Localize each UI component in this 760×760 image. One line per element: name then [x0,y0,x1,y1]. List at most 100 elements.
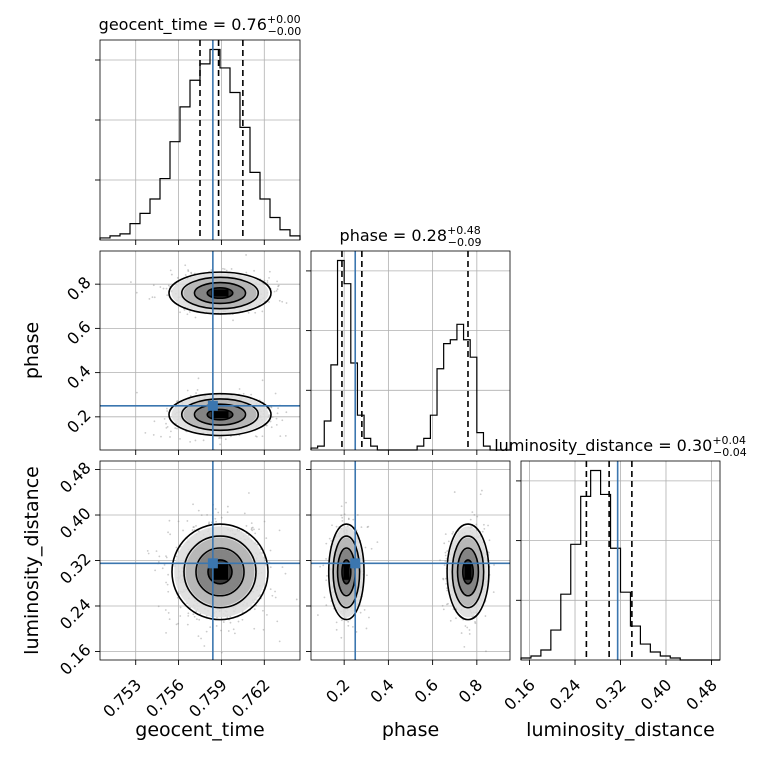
density-luminosity-distance-vs-phase-point [444,577,447,580]
density-luminosity-distance-vs-geocent-time-point [250,527,253,529]
density-luminosity-distance-vs-geocent-time-point [276,620,279,623]
density-phase-vs-geocent-time-point [153,296,156,299]
density-luminosity-distance-vs-geocent-time-point [197,509,200,512]
density-phase-vs-geocent-time-point [176,400,179,402]
density-phase-vs-geocent-time-point [222,267,224,270]
density-phase-vs-geocent-time-point [220,437,223,439]
density-luminosity-distance-vs-geocent-time-point [187,612,190,615]
density-luminosity-distance-vs-geocent-time-point [265,537,268,540]
density-luminosity-distance-vs-phase-point [344,617,347,620]
density-luminosity-distance-vs-geocent-time-point [215,625,218,627]
density-luminosity-distance-vs-geocent-time-point [157,561,160,563]
density-luminosity-distance-vs-geocent-time-point [248,492,250,494]
density-phase-vs-geocent-time-point [197,377,200,380]
density-luminosity-distance-vs-geocent-time-point [251,526,254,529]
density-luminosity-distance-vs-phase-point [363,609,366,611]
density-luminosity-distance-vs-geocent-time-point [241,618,244,621]
density-phase-vs-geocent-time-point [277,285,280,288]
density-phase-vs-geocent-time-point [202,439,205,442]
density-luminosity-distance-vs-phase-xtick-label-2: 0.6 [411,675,442,706]
density-luminosity-distance-vs-geocent-time-point [233,632,236,635]
density-luminosity-distance-vs-geocent-time-ytick-label-3: 0.40 [56,504,95,543]
density-luminosity-distance-vs-phase-point [451,532,454,535]
density-luminosity-distance-vs-phase-point [325,604,328,607]
density-luminosity-distance-vs-geocent-time-point [262,628,265,631]
density-phase-vs-geocent-time-point [169,269,172,272]
hist-geocent-time-frame [99,39,301,241]
density-phase-vs-geocent-time-point [254,311,257,314]
density-luminosity-distance-vs-geocent-time-point [193,526,195,528]
density-luminosity-distance-vs-geocent-time-point [191,529,194,531]
density-phase-vs-geocent-time-point [268,270,271,273]
density-phase-vs-geocent-time-point [195,392,197,394]
density-luminosity-distance-vs-phase-point [443,542,446,545]
density-luminosity-distance-vs-geocent-time-point [206,514,208,516]
density-phase-vs-geocent-time-contour-0-0 [168,392,272,437]
density-luminosity-distance-vs-phase-point [464,625,467,627]
density-luminosity-distance-vs-phase-point [479,493,482,496]
density-luminosity-distance-vs-geocent-time-point [192,526,195,529]
density-phase-vs-geocent-time-point [187,270,190,273]
density-luminosity-distance-vs-phase-point [335,628,338,631]
density-phase-vs-geocent-time-point [281,419,284,422]
density-luminosity-distance-vs-phase-contour-1-1 [451,535,485,609]
density-luminosity-distance-vs-geocent-time-point [161,567,164,570]
density-luminosity-distance-vs-geocent-time-point [167,531,169,534]
density-luminosity-distance-vs-geocent-time-content [100,461,300,660]
density-luminosity-distance-vs-geocent-time-point [266,613,268,616]
density-phase-vs-geocent-time-point [165,422,167,425]
density-phase-vs-geocent-time-point [276,280,279,283]
density-phase-vs-geocent-time-point [179,437,181,440]
density-luminosity-distance-vs-geocent-time-point [229,621,232,624]
density-luminosity-distance-vs-geocent-time-point [214,508,217,510]
density-luminosity-distance-vs-phase-contour-0-0 [327,523,365,621]
density-luminosity-distance-vs-geocent-time-contour-0-1 [183,535,257,609]
density-phase-vs-geocent-time-point [247,311,250,314]
density-phase-vs-geocent-time-point [163,417,166,420]
density-phase-vs-geocent-time-point [159,286,162,288]
density-phase-vs-geocent-time-point [242,392,245,395]
density-phase-vs-geocent-time-point [152,284,155,287]
density-luminosity-distance-vs-phase-contour-1-3 [461,559,475,585]
density-luminosity-distance-vs-geocent-time-point [220,629,222,632]
density-luminosity-distance-vs-phase-point [492,591,495,593]
density-luminosity-distance-vs-phase-point [446,589,449,592]
density-luminosity-distance-vs-phase-point [319,565,322,568]
density-luminosity-distance-vs-geocent-time-contour-0-0 [171,523,269,621]
density-phase-vs-geocent-time-point [219,443,221,446]
density-phase-vs-geocent-time-point [225,269,228,272]
density-luminosity-distance-vs-phase-point [367,525,370,528]
density-luminosity-distance-vs-phase-point [370,547,373,550]
density-luminosity-distance-vs-phase-point [493,564,495,566]
panel-density-luminosity-distance-vs-phase: 0.2 0.4 0.6 0.8 [306,460,511,707]
density-luminosity-distance-vs-phase-contour-0-3 [341,559,352,585]
density-luminosity-distance-vs-geocent-time-point [253,608,256,611]
density-luminosity-distance-vs-geocent-time-ytick-label-2: 0.32 [56,549,95,588]
density-luminosity-distance-vs-geocent-time-point [259,548,262,551]
density-luminosity-distance-vs-geocent-time-point [196,618,198,621]
density-phase-vs-geocent-time-point [278,299,281,302]
density-luminosity-distance-vs-geocent-time-point [168,618,171,621]
density-luminosity-distance-vs-phase-point [322,564,325,567]
ylabel-phase: phase [21,322,43,379]
density-luminosity-distance-vs-phase-point [323,596,326,599]
panel-hist-geocent-time: geocent_time = 0.76+0.00 −0.00 [95,13,301,245]
panel-hist-luminosity-distance: 0.16 0.24 0.32 0.40 0.48 luminosity_distance … [494,434,747,714]
density-luminosity-distance-vs-phase-point [481,530,484,533]
density-luminosity-distance-vs-geocent-time-point [193,615,196,618]
density-phase-vs-geocent-time-point [245,254,247,256]
density-luminosity-distance-vs-phase-contour-1-2 [456,547,480,597]
density-luminosity-distance-vs-geocent-time-point [250,522,253,525]
density-phase-vs-geocent-time-point [261,435,264,438]
density-luminosity-distance-vs-geocent-time-ytick-label-0: 0.16 [56,640,95,679]
density-phase-vs-geocent-time-point [189,440,192,443]
density-luminosity-distance-vs-geocent-time-point [253,627,256,630]
density-phase-vs-geocent-time-ytick-label-2: 0.6 [63,317,94,348]
density-luminosity-distance-vs-geocent-time-point [209,626,212,629]
density-luminosity-distance-vs-phase-contour-0-1 [332,535,361,609]
density-luminosity-distance-vs-phase-point [325,557,327,560]
density-luminosity-distance-vs-phase-point [455,617,457,620]
density-phase-vs-geocent-time-point [253,269,255,272]
density-luminosity-distance-vs-phase-point [444,533,447,536]
